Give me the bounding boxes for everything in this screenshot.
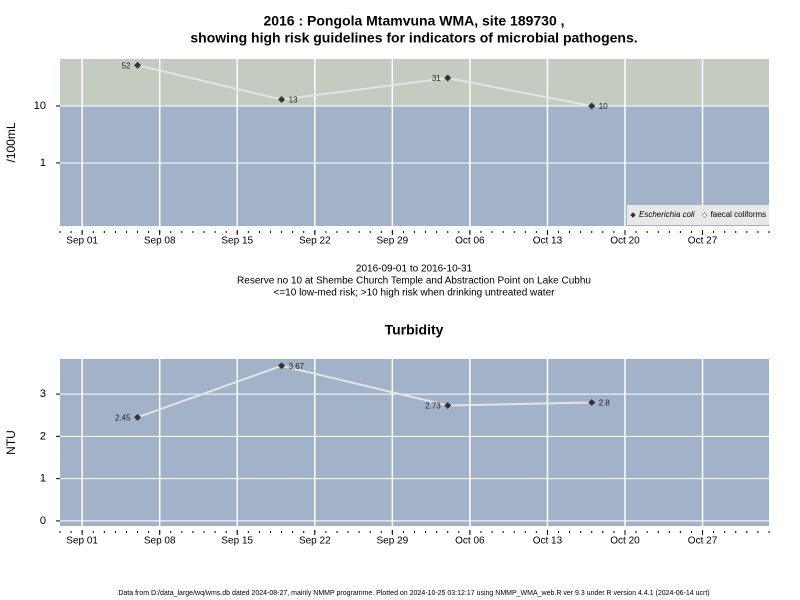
y-tick-label: 2 <box>40 430 46 442</box>
x-tick-label: Sep 29 <box>376 536 408 547</box>
y-tick-label: 3 <box>40 388 46 400</box>
chart-title: Turbidity <box>385 322 444 338</box>
data-label: 52 <box>122 61 131 70</box>
data-label: 2.73 <box>425 402 441 411</box>
x-tick-label: Oct 06 <box>455 536 485 547</box>
x-tick-label: Oct 13 <box>533 536 563 547</box>
x-tick-label: Sep 22 <box>299 236 331 247</box>
chart-title: 2016 : Pongola Mtamvuna WMA, site 189730… <box>263 13 564 29</box>
series-line <box>137 64 592 108</box>
data-point <box>588 102 596 110</box>
x-tick-label: Oct 06 <box>455 236 485 247</box>
y-tick-label: 1 <box>40 473 46 485</box>
x-tick-label: Sep 08 <box>144 536 176 547</box>
x-tick-label: Sep 15 <box>221 236 253 247</box>
legend-label: Escherichia coli <box>639 210 695 219</box>
y-axis-label: NTU <box>4 430 18 455</box>
series-line <box>137 364 592 419</box>
x-tick-label: Oct 27 <box>688 536 718 547</box>
data-label: 2.8 <box>599 399 611 408</box>
plot-background <box>60 359 769 526</box>
x-tick-label: Sep 15 <box>221 536 253 547</box>
data-label: 10 <box>599 102 608 111</box>
y-tick-label: 10 <box>34 100 46 112</box>
legend-marker <box>630 212 636 218</box>
x-tick-label: Sep 01 <box>66 536 98 547</box>
x-tick-label: Oct 27 <box>688 236 718 247</box>
legend-marker <box>701 212 708 218</box>
footer: Data from D:/data_large/wq/wms.db dated … <box>118 590 709 597</box>
chart-title: showing high risk guidelines for indicat… <box>190 30 637 46</box>
x-tick-label: Sep 01 <box>66 236 98 247</box>
data-label: 2.45 <box>115 413 131 422</box>
data-point <box>444 402 452 410</box>
x-tick-label: Oct 13 <box>533 236 563 247</box>
data-label: 31 <box>432 74 441 83</box>
data-point <box>134 61 142 69</box>
y-tick-label: 1 <box>40 157 46 169</box>
data-label: 3.67 <box>289 362 305 371</box>
x-tick-label: Oct 20 <box>610 536 640 547</box>
y-tick-label: 0 <box>40 515 46 527</box>
data-label: 13 <box>289 96 298 105</box>
x-tick-label: Sep 29 <box>376 236 408 247</box>
data-point <box>134 413 142 421</box>
x-tick-label: Sep 22 <box>299 536 331 547</box>
chart-subtitle: <=10 low-med risk; >10 high risk when dr… <box>274 288 556 299</box>
legend-label: faecal coliforms <box>711 210 767 219</box>
data-point <box>588 399 596 407</box>
x-tick-label: Oct 20 <box>610 236 640 247</box>
y-axis-label: /100mL <box>4 122 18 162</box>
chart-subtitle: Reserve no 10 at Shembe Church Temple an… <box>237 276 591 287</box>
x-tick-label: Sep 08 <box>144 236 176 247</box>
chart-subtitle: 2016-09-01 to 2016-10-31 <box>356 264 473 275</box>
legend-box <box>627 205 769 225</box>
data-point <box>278 96 286 104</box>
data-point <box>444 74 452 82</box>
data-point <box>278 362 286 370</box>
